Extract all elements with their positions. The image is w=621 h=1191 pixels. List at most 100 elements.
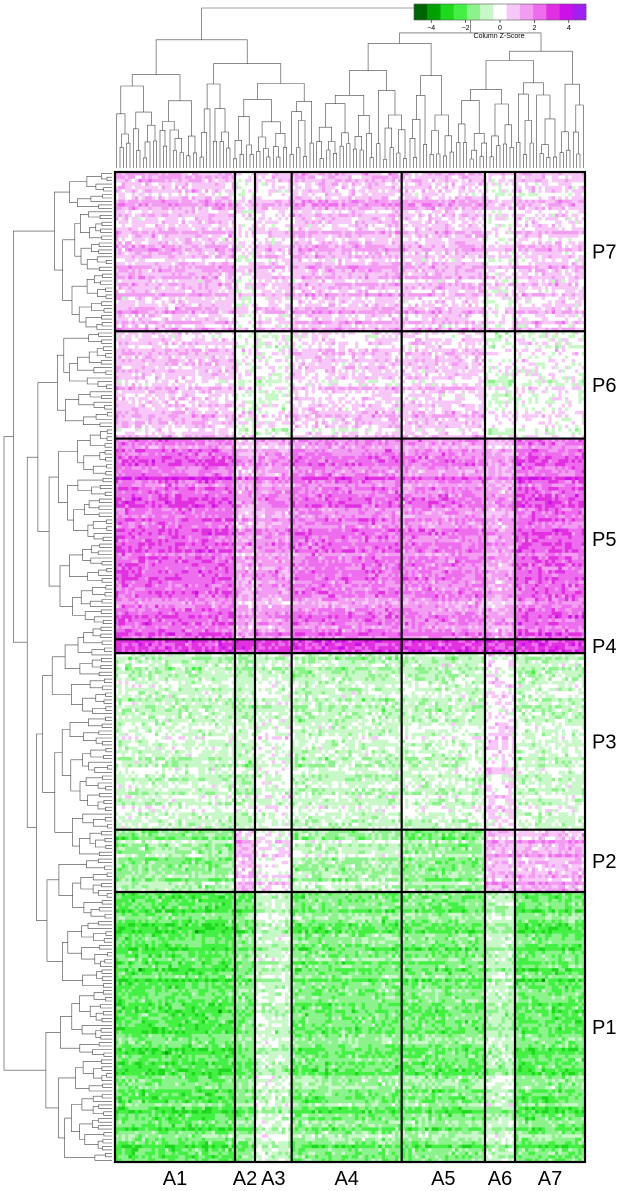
- heatmap-cell: [365, 217, 369, 221]
- heatmap-cell: [395, 252, 399, 256]
- heatmap-cell: [265, 279, 269, 283]
- heatmap-cell: [188, 210, 192, 214]
- heatmap-cell: [475, 182, 479, 186]
- heatmap-cell: [258, 276, 262, 280]
- heatmap-cell: [245, 224, 249, 228]
- heatmap-cell: [558, 227, 562, 231]
- row-dendrogram-link: [105, 915, 112, 919]
- heatmap-cell: [148, 196, 152, 200]
- heatmap-cell: [498, 276, 502, 280]
- heatmap-cell: [432, 241, 436, 245]
- heatmap-cell: [202, 193, 206, 197]
- heatmap-cell: [448, 220, 452, 224]
- heatmap-cell: [505, 214, 509, 218]
- heatmap-cell: [425, 220, 429, 224]
- heatmap-cell: [262, 207, 266, 211]
- heatmap-cell: [332, 276, 336, 280]
- heatmap-cell: [528, 241, 532, 245]
- heatmap-cell: [168, 231, 172, 235]
- heatmap-cell: [445, 186, 449, 190]
- column-dendrogram-link: [470, 159, 473, 168]
- heatmap-cell: [312, 207, 316, 211]
- heatmap-cell: [332, 248, 336, 252]
- heatmap-cell: [418, 220, 422, 224]
- heatmap-cell: [532, 200, 536, 204]
- heatmap-cell: [552, 186, 556, 190]
- heatmap-cell: [162, 196, 166, 200]
- heatmap-cell: [428, 179, 432, 183]
- heatmap-cell: [275, 248, 279, 252]
- heatmap-cell: [132, 248, 136, 252]
- heatmap-cell: [492, 210, 496, 214]
- row-dendrogram-link: [106, 707, 112, 711]
- heatmap-cell: [578, 252, 582, 256]
- row-dendrogram-link: [105, 998, 112, 1001]
- heatmap-cell: [382, 255, 386, 259]
- heatmap-cell: [248, 241, 252, 245]
- row-dendrogram-link: [106, 520, 112, 523]
- heatmap-cell: [145, 227, 149, 231]
- heatmap-cell: [575, 214, 579, 218]
- heatmap-cell: [378, 227, 382, 231]
- heatmap-cell: [378, 252, 382, 256]
- heatmap-cell: [442, 224, 446, 228]
- heatmap-cell: [242, 175, 246, 179]
- heatmap-cell: [268, 238, 272, 242]
- heatmap-cell: [302, 259, 306, 263]
- heatmap-cell: [228, 182, 232, 186]
- heatmap-cell: [132, 189, 136, 193]
- heatmap-cell: [215, 207, 219, 211]
- heatmap-cell: [472, 189, 476, 193]
- heatmap-cell: [445, 238, 449, 242]
- heatmap-cell: [532, 265, 536, 269]
- row-dendrogram-link: [95, 1155, 112, 1160]
- heatmap-cell: [248, 272, 252, 276]
- heatmap-cell: [425, 231, 429, 235]
- heatmap-cell: [222, 203, 226, 207]
- heatmap-cell: [388, 248, 392, 252]
- heatmap-cell: [468, 203, 472, 207]
- heatmap-cell: [472, 227, 476, 231]
- heatmap-cell: [555, 255, 559, 259]
- heatmap-cell: [562, 259, 566, 263]
- column-dendrogram-link: [297, 101, 312, 143]
- heatmap-cell: [205, 252, 209, 256]
- heatmap-cell: [265, 262, 269, 266]
- heatmap-cell: [245, 252, 249, 256]
- heatmap-cell: [215, 186, 219, 190]
- heatmap-cell: [505, 262, 509, 266]
- heatmap-cell: [428, 252, 432, 256]
- heatmap-cell: [162, 231, 166, 235]
- heatmap-cell: [475, 262, 479, 266]
- heatmap-cell: [212, 200, 216, 204]
- heatmap-cell: [122, 210, 126, 214]
- heatmap-cell: [225, 259, 229, 263]
- heatmap-cell: [128, 269, 132, 273]
- heatmap-cell: [315, 245, 319, 249]
- heatmap-cell: [205, 272, 209, 276]
- column-dendrogram-link: [482, 143, 487, 168]
- heatmap-cell: [442, 276, 446, 280]
- column-dendrogram-link: [470, 90, 501, 104]
- heatmap-cell: [558, 241, 562, 245]
- heatmap-cell: [218, 279, 222, 283]
- heatmap-cell: [225, 186, 229, 190]
- heatmap-cell: [162, 238, 166, 242]
- heatmap-cell: [565, 196, 569, 200]
- heatmap-cell: [295, 200, 299, 204]
- heatmap-cell: [132, 245, 136, 249]
- heatmap-cell: [305, 238, 309, 242]
- heatmap-cell: [265, 283, 269, 287]
- heatmap-cell: [578, 189, 582, 193]
- heatmap-cell: [492, 203, 496, 207]
- heatmap-cell: [118, 227, 122, 231]
- heatmap-cell: [248, 252, 252, 256]
- heatmap-cell: [352, 179, 356, 183]
- heatmap-cell: [555, 276, 559, 280]
- heatmap-cell: [328, 245, 332, 249]
- column-dendrogram-link: [258, 137, 266, 151]
- heatmap-cell: [492, 231, 496, 235]
- heatmap-cell: [422, 245, 426, 249]
- row-dendrogram-link: [104, 309, 112, 313]
- heatmap-cell: [322, 279, 326, 283]
